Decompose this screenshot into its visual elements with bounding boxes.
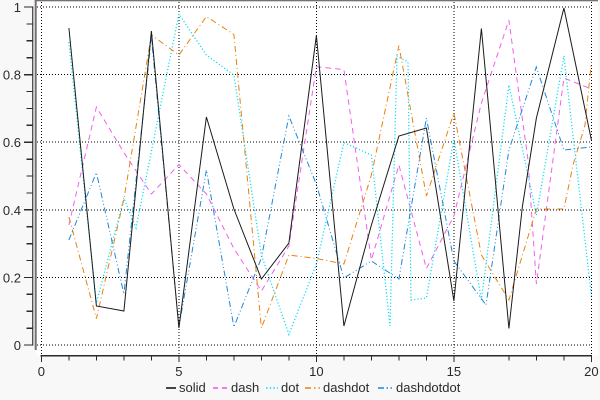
svg-text:1: 1 bbox=[14, 0, 21, 15]
svg-text:0.4: 0.4 bbox=[3, 203, 21, 218]
svg-text:dot: dot bbox=[281, 380, 299, 395]
svg-text:0.6: 0.6 bbox=[3, 135, 21, 150]
svg-text:10: 10 bbox=[309, 364, 323, 379]
svg-text:20: 20 bbox=[584, 364, 598, 379]
svg-text:dashdotdot: dashdotdot bbox=[396, 380, 461, 395]
svg-text:dashdot: dashdot bbox=[323, 380, 370, 395]
svg-text:dash: dash bbox=[231, 380, 259, 395]
svg-text:0.2: 0.2 bbox=[3, 270, 21, 285]
svg-text:5: 5 bbox=[175, 364, 182, 379]
svg-text:0: 0 bbox=[14, 338, 21, 353]
svg-text:0.8: 0.8 bbox=[3, 68, 21, 83]
svg-text:solid: solid bbox=[179, 380, 206, 395]
svg-text:15: 15 bbox=[447, 364, 461, 379]
svg-text:0: 0 bbox=[38, 364, 45, 379]
